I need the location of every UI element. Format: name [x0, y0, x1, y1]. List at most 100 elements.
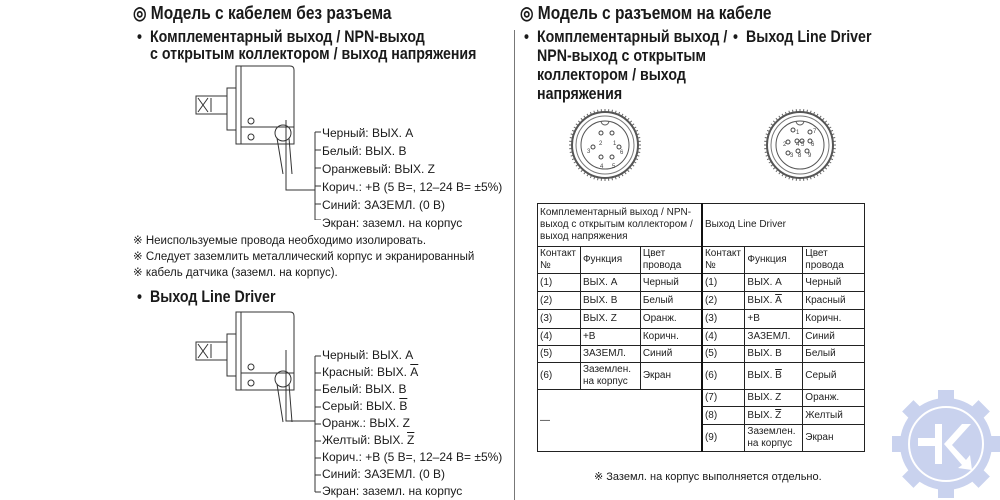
table-cell: ВЫХ. B	[579, 291, 641, 310]
inverted-signal: A	[410, 365, 419, 379]
pin-icon	[785, 150, 791, 156]
wire-label: Черный: ВЫХ. A	[322, 347, 502, 364]
wire-label: Экран: заземл. на корпус	[322, 483, 502, 500]
line: Комплементарный выход /	[537, 28, 728, 46]
table-row: (2) ВЫХ. B Белый (2) ВЫХ. A Красный	[537, 291, 865, 310]
line: напряжения	[537, 85, 623, 103]
table-cell: Красный	[802, 291, 865, 310]
wire-text: Синий: ЗАЗЕМЛ. (0 В)	[322, 198, 445, 212]
table-cell: Коричн.	[802, 309, 865, 329]
wire-label: Корич.: +В (5 В=, 12–24 В= ±5%)	[322, 178, 502, 196]
table-cell: ЗАЗЕМЛ.	[744, 328, 804, 346]
table-row: (3) ВЫХ. Z Оранж. (3) +В Коричн.	[537, 309, 865, 329]
inverted-signal: B	[399, 399, 408, 413]
left-section1-line1: Комплементарный выход / NPN-выход	[150, 28, 425, 46]
func-text: ВЫХ.	[747, 409, 776, 421]
pin-icon	[804, 148, 810, 154]
pin-label: 6	[811, 142, 815, 148]
encoder-drawing-2	[195, 311, 295, 423]
table-row: (6) Заземлен. на корпус Экран (6) ВЫХ. B Серы…	[537, 362, 865, 390]
right-section1-text: Комплементарный выход / NPN-выход с откр…	[537, 28, 727, 104]
table-cell: (2)	[701, 291, 746, 310]
pin-label: 2	[599, 141, 603, 147]
table-cell: Белый	[639, 291, 703, 310]
pin-icon	[598, 154, 604, 160]
table-cell: Синий	[639, 345, 703, 363]
table-cell: (6)	[537, 362, 581, 390]
table-row: — (7) ВЫХ. Z Оранж.	[536, 389, 865, 452]
wire-list-2: Черный: ВЫХ. A Красный: ВЫХ. A Белый: ВЫХ.…	[322, 347, 502, 500]
inverted-signal: Z	[775, 409, 782, 421]
col-header: Функция	[744, 246, 804, 274]
table-cell: Заземлен. на корпус	[579, 362, 641, 390]
pin-icon	[790, 127, 796, 133]
pin-icon	[609, 130, 615, 136]
group-header-2: Выход Line Driver	[701, 203, 865, 247]
table-cell: Экран	[802, 424, 865, 452]
wire-text: Синий: ЗАЗЕМЛ. (0 В)	[322, 467, 445, 481]
pin-label: 1	[796, 130, 800, 136]
wire-text: Белый: ВЫХ. B	[322, 382, 407, 396]
pinout-table: Комплементарный выход / NPN-выход с откр…	[536, 203, 865, 452]
table-cell: (5)	[537, 345, 581, 363]
pin-label: 4	[600, 164, 604, 170]
wire-label: Красный: ВЫХ. A	[322, 364, 502, 381]
table-cell: (3)	[701, 309, 746, 329]
pin-label: 6	[620, 150, 624, 156]
pin-label: 9	[808, 153, 812, 159]
col-header: Контакт №	[537, 246, 581, 274]
pin-icon	[609, 154, 615, 160]
table-cell: ВЫХ. A	[579, 273, 641, 292]
pin-icon	[590, 144, 596, 150]
table-cell: Белый	[802, 345, 865, 363]
wire-label: Белый: ВЫХ. B	[322, 142, 502, 160]
table-cell: ЗАЗЕМЛ.	[579, 345, 641, 363]
table-cell: ВЫХ. B	[744, 345, 804, 363]
table-cell: Черный	[639, 273, 703, 292]
table-cell: Черный	[802, 273, 865, 292]
wire-label: Оранжевый: ВЫХ. Z	[322, 160, 502, 178]
wire-label: Синий: ЗАЗЕМЛ. (0 В)	[322, 466, 502, 483]
pin-label: 8	[798, 153, 802, 159]
right-title: ◎ Модель с разъемом на кабеле	[520, 3, 772, 23]
note-1: ※ Неиспользуемые провода необходимо изол…	[133, 235, 427, 247]
table-cell: ВЫХ. A	[744, 273, 804, 292]
col-header: Контакт №	[701, 246, 746, 274]
table-cell: Серый	[802, 362, 865, 390]
wire-label: Желтый: ВЫХ. Z	[322, 432, 502, 449]
inverted-signal: Z	[407, 433, 415, 447]
divider	[514, 30, 515, 500]
wire-label: Корич.: +В (5 В=, 12–24 В= ±5%)	[322, 449, 502, 466]
notes: ※ Неиспользуемые провода необходимо изол…	[133, 233, 474, 281]
pin-icon	[795, 148, 801, 154]
col-header: Цвет провода	[639, 246, 703, 274]
table-cell: (9)	[701, 424, 746, 452]
table-cell: Синий	[802, 328, 865, 346]
wire-list-1: Черный: ВЫХ. A Белый: ВЫХ. B Оранжевый: ВЫ…	[322, 124, 502, 232]
table-cell: Желтый	[802, 406, 865, 425]
pin-label: 7	[813, 129, 817, 135]
table-cell: (1)	[537, 273, 581, 292]
table-cell: (5)	[701, 345, 746, 363]
table-cell: ВЫХ. Z	[579, 309, 641, 329]
wire-label: Черный: ВЫХ. A	[322, 124, 502, 142]
empty-cell: —	[536, 389, 703, 452]
wire-text: Серый: ВЫХ.	[322, 399, 400, 413]
pin-label: 5	[801, 142, 805, 148]
left-title: ◎ Модель с кабелем без разъема	[133, 3, 392, 23]
group-header-1: Комплементарный выход / NPN-выход с откр…	[536, 203, 703, 247]
table-cell: (6)	[701, 362, 746, 390]
wire-label: Серый: ВЫХ. B	[322, 398, 502, 415]
table-cell: (4)	[701, 328, 746, 346]
table-cell: (3)	[537, 309, 581, 329]
wire-text: Корич.: +В (5 В=, 12–24 В= ±5%)	[322, 450, 503, 464]
left-section2-bullet: •	[137, 288, 142, 306]
pin-icon	[807, 138, 813, 144]
wire-text: Красный: ВЫХ.	[322, 365, 411, 379]
col-header: Функция	[579, 246, 641, 274]
wire-text: Черный: ВЫХ. A	[322, 348, 414, 362]
gear-k-logo-icon	[892, 390, 1000, 498]
left-section2-title: Выход Line Driver	[150, 288, 276, 306]
pin-icon	[794, 138, 800, 144]
pin-icon	[598, 130, 604, 136]
